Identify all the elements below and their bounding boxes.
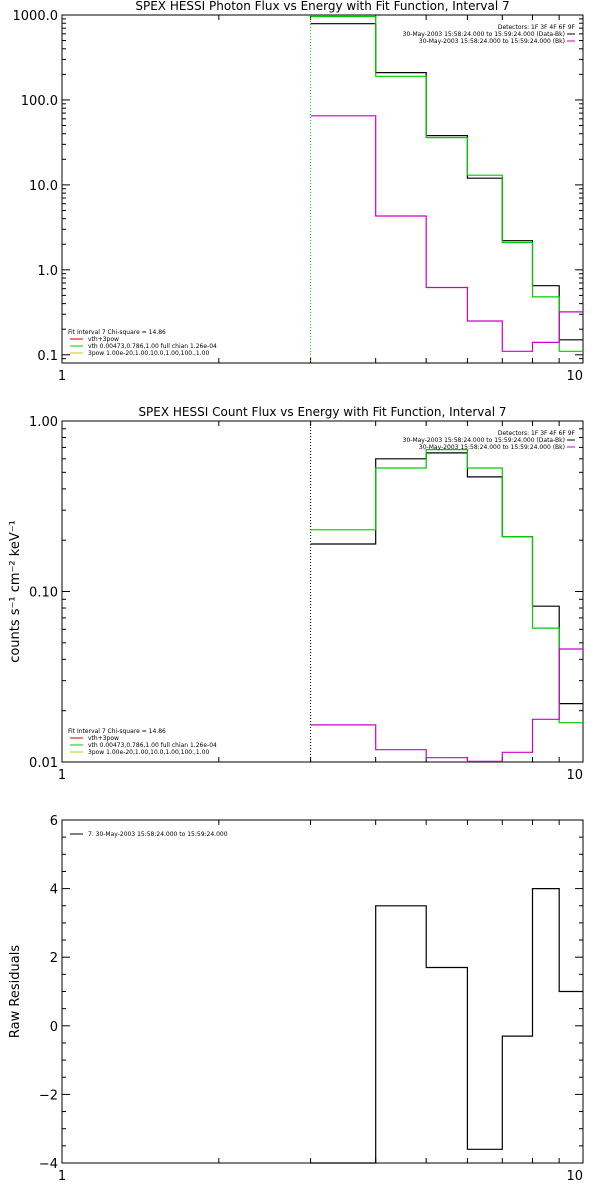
y-tick-label: 0 — [50, 1020, 58, 1035]
plot-frame — [61, 819, 584, 1164]
legend-text: vth 0.00473,0.786,1.00 full chian 1.26e-… — [88, 343, 217, 350]
y-tick-label: 6 — [50, 814, 58, 829]
series-2-line — [310, 449, 583, 724]
legend-text: vth 0.00473,0.786,1.00 full chian 1.26e-… — [88, 742, 217, 749]
y-tick-label: 0.1 — [37, 349, 58, 364]
y-tick-label: 0.10 — [29, 586, 58, 601]
legend-text: 30-May-2003 15:58:24.000 to 15:59:24.000… — [419, 38, 565, 45]
legend-text: Fit Interval 7 Chi-square = 14.86 — [68, 329, 166, 336]
chart-panel-1: SPEX HESSI Photon Flux vs Energy with Fi… — [13, 0, 584, 384]
legend-text: 7. 30-May-2003 15:58:24.000 to 15:59:24.… — [88, 831, 228, 838]
y-tick-label: 1000.0 — [13, 9, 59, 24]
legend-text: Fit Interval 7 Chi-square = 14.86 — [68, 728, 166, 735]
chart-panel-3: Raw Residuals −4 −2 0 2 4 6 1 10 7. 30-May-2003 1… — [8, 814, 584, 1184]
chart-panel-2: SPEX HESSI Count Flux vs Energy with Fit… — [8, 405, 584, 783]
y-tick-label: 100.0 — [21, 94, 58, 109]
y-tick-label: 10.0 — [29, 179, 58, 194]
y-tick-label: 1.0 — [37, 264, 58, 279]
legend-text: Detectors: 1F 3F 4F 6F 9F — [498, 430, 576, 437]
y-axis-label: counts s⁻¹ cm⁻² keV⁻¹ — [8, 520, 23, 663]
x-tick-label: 1 — [58, 1169, 66, 1184]
legend-text: 30-May-2003 15:58:24.000 to 15:59:24.000… — [419, 444, 565, 451]
legend-text: 3pow 1.00e-20,1.00,10.0,1.00,100.,1.00 — [88, 749, 209, 756]
y-axis-label: Raw Residuals — [8, 945, 23, 1038]
series-1-line — [310, 888, 583, 1164]
x-tick-label: 10 — [566, 369, 583, 384]
y-tick-label: 2 — [50, 951, 58, 966]
chart-title: SPEX HESSI Photon Flux vs Energy with Fi… — [135, 0, 509, 13]
legend-text: vth+3pow — [88, 735, 119, 742]
x-tick-label: 10 — [566, 768, 583, 783]
series-3-line — [310, 115, 583, 352]
series-2-line — [310, 15, 583, 352]
x-tick-label: 1 — [58, 768, 66, 783]
legend-text: 3pow 1.00e-20,1.00,10.0,1.00,100.,1.00 — [88, 350, 209, 357]
x-tick-label: 10 — [566, 1169, 583, 1184]
plot-frame — [61, 420, 584, 763]
y-tick-label: −2 — [39, 1088, 58, 1103]
legend-text: 30-May-2003 15:58:24.000 to 15:59:24.000… — [403, 31, 565, 38]
y-tick-label: 4 — [50, 883, 58, 898]
plot-frame — [61, 14, 584, 364]
y-tick-label: 0.01 — [29, 756, 58, 771]
legend-text: Detectors: 1F 3F 4F 6F 9F — [498, 24, 576, 31]
y-tick-label: 1.00 — [29, 415, 58, 430]
legend-text: 30-May-2003 15:58:24.000 to 15:59:24.000… — [403, 437, 565, 444]
series-1-line — [310, 452, 583, 705]
series-3-line — [310, 648, 583, 762]
chart-title: SPEX HESSI Count Flux vs Energy with Fit… — [138, 405, 506, 419]
series-1-line — [310, 23, 583, 341]
y-tick-label: −4 — [39, 1157, 58, 1172]
legend-text: vth+3pow — [88, 336, 119, 343]
x-tick-label: 1 — [58, 369, 66, 384]
